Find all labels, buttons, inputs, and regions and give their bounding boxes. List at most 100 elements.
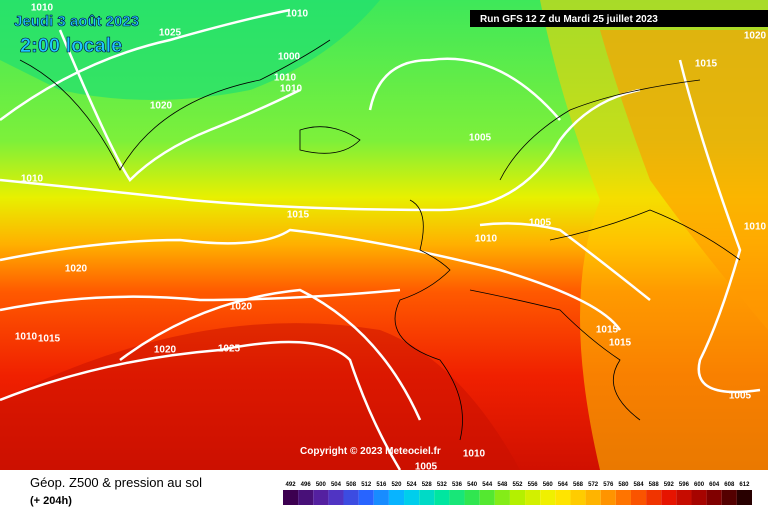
scale-label: 564 bbox=[558, 482, 569, 488]
scale-label: 604 bbox=[709, 482, 720, 488]
isobar-label: 1005 bbox=[415, 462, 438, 473]
scale-swatch bbox=[388, 490, 405, 505]
scale-swatch bbox=[419, 490, 435, 505]
scale-swatch bbox=[615, 490, 631, 505]
scale-swatch bbox=[646, 490, 662, 505]
scale-swatch bbox=[630, 490, 647, 505]
scale-label: 528 bbox=[422, 482, 433, 488]
scale-label: 612 bbox=[739, 482, 750, 488]
run-info: Run GFS 12 Z du Mardi 25 juillet 2023 bbox=[480, 14, 658, 25]
isobar-label: 1010 bbox=[21, 174, 44, 185]
hot-field bbox=[0, 323, 520, 470]
isobar-label: 1010 bbox=[286, 9, 309, 20]
isobar-label: 1000 bbox=[278, 52, 301, 63]
forecast-time: 2:00 locale bbox=[20, 35, 122, 57]
scale-swatch bbox=[540, 490, 556, 505]
scale-label: 600 bbox=[694, 482, 705, 488]
scale-label: 596 bbox=[679, 482, 690, 488]
isobar-label: 1015 bbox=[287, 210, 310, 221]
scale-label: 544 bbox=[482, 482, 493, 488]
isobar-label: 1005 bbox=[729, 391, 752, 402]
scale-swatch bbox=[706, 490, 722, 505]
scale-label: 556 bbox=[528, 482, 539, 488]
scale-swatch bbox=[525, 490, 541, 505]
copyright: Copyright © 2023 Meteociel.fr bbox=[300, 446, 441, 457]
isobar-label: 1015 bbox=[596, 325, 619, 336]
scale-label: 516 bbox=[376, 482, 387, 488]
scale-swatch bbox=[328, 490, 344, 505]
scale-swatch bbox=[373, 490, 389, 505]
scale-label: 500 bbox=[316, 482, 327, 488]
scale-swatch bbox=[600, 490, 616, 505]
scale-swatch bbox=[313, 490, 329, 505]
coastlines bbox=[19, 39, 741, 441]
isobar-label: 1020 bbox=[230, 302, 253, 313]
isobar-label: 1010 bbox=[31, 3, 54, 14]
forecast-lead: (+ 204h) bbox=[30, 495, 72, 507]
scale-label: 536 bbox=[452, 482, 463, 488]
isobar-label: 1025 bbox=[218, 344, 241, 355]
isobar-label: 1020 bbox=[65, 264, 88, 275]
isobar-label: 1010 bbox=[274, 73, 297, 84]
scale-swatch bbox=[494, 490, 510, 505]
scale-swatch bbox=[585, 490, 601, 505]
scale-swatch bbox=[479, 490, 495, 505]
isobar-label: 1020 bbox=[154, 345, 177, 356]
scale-swatch bbox=[721, 490, 737, 505]
run-box bbox=[470, 10, 768, 27]
scale-swatch bbox=[661, 490, 677, 505]
scale-label: 580 bbox=[618, 482, 629, 488]
color-scale: 492 496 500 504 508 512 516 520 524 528 532 536 540 5… bbox=[283, 482, 752, 505]
scale-label: 492 bbox=[286, 482, 297, 488]
isobar-label: 1015 bbox=[38, 334, 61, 345]
scale-label: 608 bbox=[724, 482, 735, 488]
scale-label: 592 bbox=[664, 482, 675, 488]
forecast-date: Jeudi 3 août 2023 bbox=[14, 13, 139, 30]
scale-label: 572 bbox=[588, 482, 599, 488]
low-field bbox=[0, 0, 380, 100]
isobar-label: 1010 bbox=[475, 234, 498, 245]
warm-core bbox=[600, 30, 768, 330]
isobar-label: 1010 bbox=[744, 222, 767, 233]
scale-label: 504 bbox=[331, 482, 342, 488]
isobar-label: 1015 bbox=[609, 338, 632, 349]
scale-swatch bbox=[283, 490, 299, 505]
scale-label: 584 bbox=[634, 482, 645, 488]
legend-title: Géop. Z500 & pression au sol bbox=[30, 475, 202, 490]
isobar-label: 1005 bbox=[469, 133, 492, 144]
scale-label: 520 bbox=[391, 482, 402, 488]
scale-swatch bbox=[736, 490, 752, 505]
scale-label: 568 bbox=[573, 482, 584, 488]
scale-swatch bbox=[555, 490, 571, 505]
scale-swatch bbox=[298, 490, 314, 505]
isobar-label: 1010 bbox=[15, 332, 38, 343]
isobar-label: 1010 bbox=[280, 84, 303, 95]
isobars bbox=[0, 8, 761, 471]
isobar-label: 1005 bbox=[529, 218, 552, 229]
scale-swatch bbox=[434, 490, 450, 505]
isobar-labels: 1010102510101000101010101020100510101015… bbox=[15, 3, 767, 473]
scale-swatch bbox=[691, 490, 707, 505]
isobar-label: 1015 bbox=[695, 59, 718, 70]
scale-label: 576 bbox=[603, 482, 614, 488]
scale-label: 512 bbox=[361, 482, 372, 488]
scale-label: 588 bbox=[649, 482, 660, 488]
scale-swatch bbox=[509, 490, 526, 505]
isobar-label: 1010 bbox=[463, 449, 486, 460]
scale-label: 496 bbox=[301, 482, 312, 488]
scale-swatch bbox=[676, 490, 692, 505]
scale-swatch bbox=[404, 490, 420, 505]
isobar-label: 1020 bbox=[744, 31, 767, 42]
scale-swatch bbox=[358, 490, 374, 505]
isobar-label: 1025 bbox=[159, 28, 182, 39]
scale-label: 532 bbox=[437, 482, 448, 488]
scale-label: 552 bbox=[512, 482, 523, 488]
scale-swatch bbox=[343, 490, 359, 505]
scale-label: 560 bbox=[543, 482, 554, 488]
isobar-label: 1020 bbox=[150, 101, 173, 112]
scale-label: 508 bbox=[346, 482, 357, 488]
scale-label: 524 bbox=[407, 482, 418, 488]
scale-swatch bbox=[570, 490, 586, 505]
scale-label: 540 bbox=[467, 482, 478, 488]
